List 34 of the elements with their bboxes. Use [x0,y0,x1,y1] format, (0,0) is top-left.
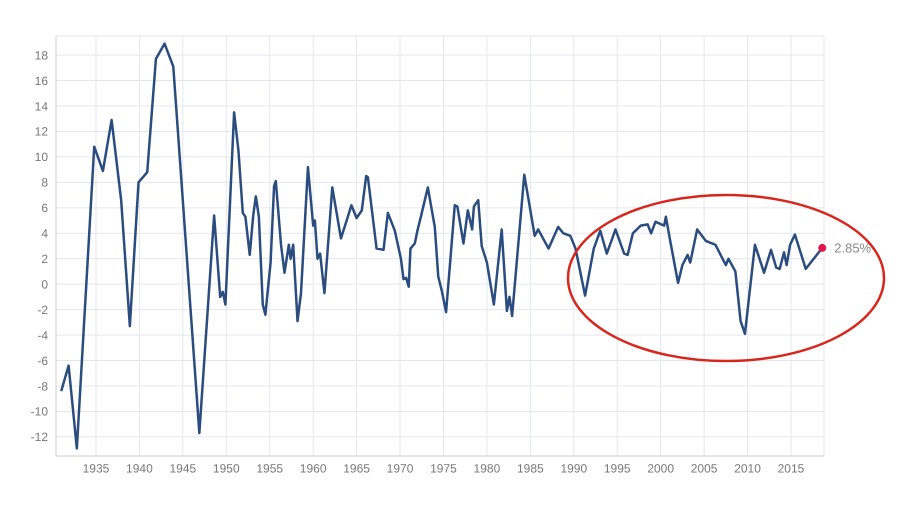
x-tick-label: 2000 [647,462,674,476]
y-tick-label: 4 [41,226,48,241]
y-tick-label: -4 [37,328,48,342]
x-tick-label: 1975 [430,462,458,476]
x-tick-label: 2005 [690,462,718,476]
x-tick-label: 1950 [212,462,240,476]
x-tick-label: 1960 [300,462,327,476]
y-tick-label: 14 [34,99,48,114]
y-tick-label: -6 [37,354,48,368]
y-tick-label: 6 [41,201,48,216]
x-tick-label: 1945 [169,462,197,476]
y-tick-label: 8 [41,176,48,190]
y-tick-label: -12 [30,430,48,444]
y-tick-label: 18 [34,48,48,62]
x-tick-label: 1980 [474,462,501,476]
x-tick-label: 1940 [126,462,154,476]
x-tick-label: 1965 [343,462,370,476]
x-tick-label: 1985 [517,462,544,476]
x-tick-label: 2010 [734,462,762,476]
y-tick-label: -8 [37,379,48,394]
x-tick-label: 1990 [560,462,588,476]
y-tick-label: 16 [34,74,48,88]
y-tick-label: -10 [30,404,48,419]
x-tick-label: 1935 [82,462,110,476]
x-tick-label: 2015 [778,462,805,476]
x-tick-label: 1995 [604,462,631,476]
y-tick-label: 2 [41,252,48,266]
annotation: 2.85% [834,240,872,256]
y-tick-label: 12 [34,124,48,139]
y-tick-label: 0 [41,277,48,292]
x-tick-label: 1955 [256,462,284,476]
y-tick-label: 10 [34,150,48,164]
x-tick-label: 1970 [386,462,414,476]
y-tick-label: -2 [37,302,48,317]
